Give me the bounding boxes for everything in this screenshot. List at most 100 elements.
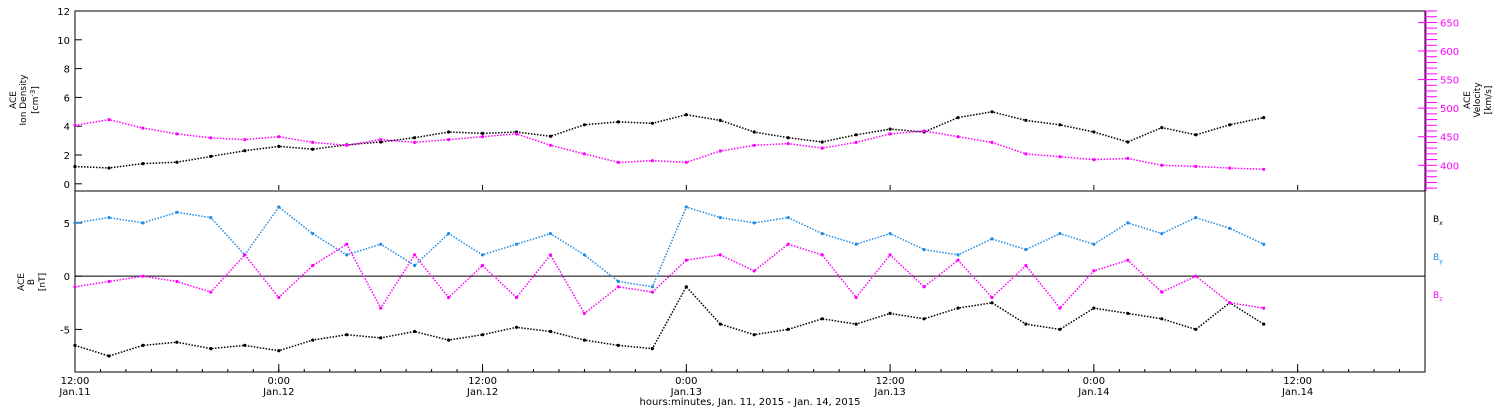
bx-series-point (209, 347, 213, 351)
bz-series-point (786, 242, 790, 246)
velocity-series-point (277, 135, 281, 139)
bz-series-point (1262, 306, 1266, 310)
velocity-series-point (311, 140, 315, 144)
velocity-series-point (73, 123, 77, 127)
bz-series-point (311, 263, 315, 268)
bz-series-point (107, 279, 111, 284)
bz-series-point (447, 295, 451, 300)
density-tick-label: 2 (64, 151, 70, 162)
density-series-point (141, 162, 145, 166)
x-tick-date-label: Jan.11 (58, 387, 90, 398)
bz-series-point (1126, 258, 1130, 262)
bx-series-point (311, 338, 315, 342)
bz-series-point (379, 306, 383, 310)
density-series-point (650, 121, 655, 125)
x-axis-title: hours:minutes, Jan. 11, 2015 - Jan. 14, … (640, 397, 861, 408)
by-series-point (311, 232, 315, 236)
density-series-point (73, 164, 77, 169)
bfield-axis-line1: ACE (17, 273, 27, 291)
velocity-series-point (1228, 166, 1232, 170)
bx-series-point (413, 329, 417, 334)
density-series-point (1262, 116, 1266, 120)
by-series-point (514, 242, 519, 246)
density-tick-label: 12 (57, 7, 70, 18)
velocity-series-point (209, 136, 213, 140)
density-series-point (582, 123, 587, 127)
density-tick-label: 10 (57, 36, 70, 47)
bx-series-point (1058, 327, 1062, 331)
by-series-point (990, 237, 994, 241)
velocity-series-point (107, 118, 111, 122)
x-tick-time-label: 12:00 (61, 376, 90, 387)
legend-entry-x: Bx (1433, 215, 1443, 227)
density-series-point (1126, 140, 1130, 144)
by-series-point (447, 232, 451, 236)
bx-series-point (956, 306, 960, 310)
velocity-series-trace (74, 118, 1264, 171)
density-series-point (311, 147, 315, 151)
by-series-point (379, 242, 383, 246)
velocity-tick-label: 500 (1440, 104, 1459, 115)
bz-series-point (1058, 306, 1062, 310)
bx-series-point (922, 317, 926, 321)
density-series-point (447, 130, 451, 134)
bfield-tick-label: 0 (64, 272, 70, 283)
bx-series-point (1126, 311, 1130, 315)
density-series-point (175, 160, 179, 164)
bz-series-point (1228, 301, 1232, 305)
density-tick-label: 6 (64, 93, 70, 104)
density-series-point (1024, 118, 1028, 122)
density-unit-sup: -3 (29, 90, 37, 97)
density-series-point (990, 110, 994, 114)
density-tick-label: 8 (64, 65, 70, 76)
by-series-point (684, 205, 688, 209)
by-series-point (616, 279, 621, 284)
bx-series-point (345, 333, 349, 337)
bz-series-point (345, 242, 349, 246)
density-series-point (718, 118, 722, 122)
bx-series-point (1024, 322, 1028, 326)
density-series-point (616, 120, 621, 124)
by-series-point (888, 232, 892, 236)
velocity-tick-label: 450 (1440, 133, 1459, 144)
bx-series-point (447, 338, 451, 342)
bz-series-point (243, 253, 247, 257)
density-unit-main: [cm (31, 97, 41, 114)
bx-series-point (854, 322, 858, 326)
bx-series-point (718, 322, 722, 326)
by-series-trace (74, 205, 1265, 288)
velocity-series-point (345, 143, 349, 147)
density-series-point (1160, 126, 1164, 130)
bz-series-point (684, 258, 688, 262)
density-axis-line2: Ion Density (19, 74, 29, 126)
bx-series-point (141, 343, 145, 347)
density-series-point (956, 116, 960, 120)
velocity-series-point (786, 142, 790, 146)
bz-series-point (209, 290, 213, 294)
velocity-series-point (141, 126, 145, 130)
bx-series-point (379, 336, 383, 340)
velocity-series-point (616, 160, 621, 164)
bz-series-point (1160, 290, 1164, 294)
bx-series-point (752, 333, 756, 337)
density-series-point (684, 113, 688, 117)
bx-series-point (582, 338, 587, 342)
bx-series-point (73, 343, 77, 347)
x-tick-date-label: Jan.13 (873, 387, 905, 398)
by-series-point (786, 216, 790, 220)
by-series-point (718, 216, 722, 220)
bx-series-point (820, 317, 824, 321)
bx-series-point (990, 301, 994, 305)
bx-series-point (684, 285, 688, 289)
bz-series-point (1024, 263, 1028, 268)
x-tick-time-label: 0:00 (1083, 376, 1105, 387)
velocity-tick-label: 600 (1440, 47, 1459, 58)
bx-series-point (888, 311, 892, 315)
velocity-series-point (1262, 167, 1266, 171)
bx-series-point (786, 327, 790, 331)
chart-marks: 12:00Jan.110:00Jan.1212:00Jan.120:00Jan.… (57, 7, 1459, 398)
by-series-point (277, 205, 281, 209)
bx-series-point (1160, 317, 1164, 321)
by-series-point (650, 285, 655, 289)
velocity-series-point (1024, 152, 1028, 156)
